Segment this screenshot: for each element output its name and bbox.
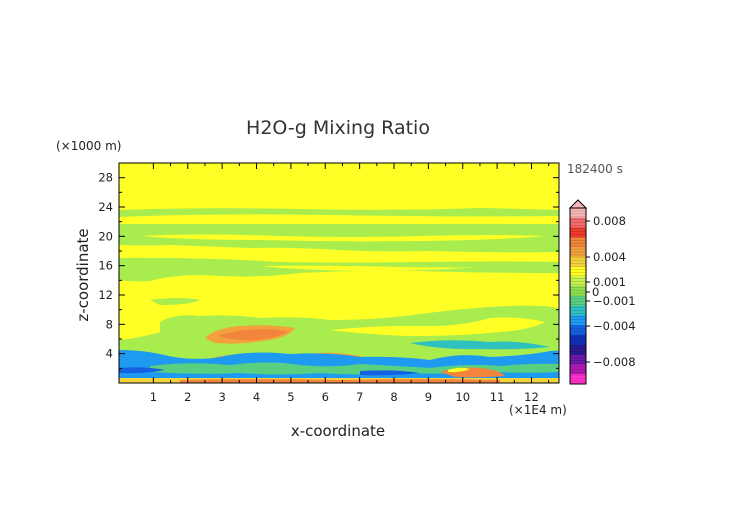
colorbar-label: 0 [592,285,599,299]
yellow-strip-16km [260,265,480,271]
y-tick-label: 24 [98,200,113,214]
y-axis: 4 8 12 16 20 24 28 [98,171,559,369]
colorbar-swatch [570,256,586,268]
y-tick-label: 16 [98,259,113,273]
x-tick-label: 10 [455,390,470,404]
colorbar-swatch [570,276,586,287]
colorbar-label: 0.004 [593,250,626,264]
y-unit-label: (×1000 m) [56,139,121,153]
plot-frame [118,162,560,384]
x-tick-label: 4 [253,390,260,404]
colorbar-label: −0.004 [593,319,636,333]
x-tick-label: 2 [184,390,191,404]
x-axis: 1 2 3 4 5 6 7 8 9 10 11 12 [150,163,550,404]
x-unit-label: (×1E4 m) [509,403,567,417]
y-tick-label: 4 [106,347,113,361]
colorbar-swatch [570,354,586,365]
colorbar-swatch [570,344,586,356]
colorbar-label: −0.001 [593,294,636,308]
x-axis-label: x-coordinate [291,422,385,440]
green-patch-left [150,298,200,305]
colorbar-swatch [570,374,586,385]
colorbar-swatch [570,325,586,336]
yellow-spot-surface-10 [448,367,470,373]
colorbar-swatch [570,335,586,346]
colorbar-swatch [570,315,586,326]
dark-blue-streak-left [119,367,165,374]
x-tick-label: 9 [425,390,432,404]
y-tick-label: 12 [98,288,113,302]
x-tick-label: 3 [218,390,225,404]
x-tick-label: 6 [322,390,329,404]
red-anomaly-3km [218,329,288,341]
surface-red-layer [180,379,500,383]
x-tick-label: 1 [150,390,157,404]
colorbar-label: 0.001 [593,275,626,289]
colorbar-extend-arrow [568,199,588,209]
colorbar-label: 0.008 [593,214,626,228]
colorbar-swatch [570,266,586,277]
y-tick-label: 28 [98,171,113,185]
colorbar-swatch [570,227,586,238]
x-tick-label: 5 [287,390,294,404]
time-label: 182400 s [567,162,623,176]
yellow-gap-lower [330,317,545,336]
colorbar-swatch [570,217,586,229]
colorbar-swatch [570,237,586,248]
colorbar-swatch [570,286,586,297]
colorbar-swatch [570,296,586,307]
x-tick-label: 12 [524,390,539,404]
x-tick-label: 8 [390,390,397,404]
dark-blue-streak-right [360,370,420,376]
colorbar-swatch [570,305,586,317]
colorbar-swatch [570,247,586,258]
y-tick-label: 8 [106,317,113,331]
y-tick-label: 20 [98,229,113,243]
chart-title: H2O-g Mixing Ratio [246,117,430,139]
x-tick-label: 7 [356,390,363,404]
heatmap-field [119,163,559,383]
colorbar-label: −0.008 [593,355,636,369]
yellow-strip-20km [140,234,545,242]
cyan-band-4km [410,340,550,350]
x-tick-label: 11 [490,390,505,404]
colorbar-swatch [570,208,586,219]
colorbar-swatch [570,364,586,375]
y-axis-label: z-coordinate [74,228,92,321]
colorbar-frame [569,207,587,385]
green-band-24km [119,208,559,217]
